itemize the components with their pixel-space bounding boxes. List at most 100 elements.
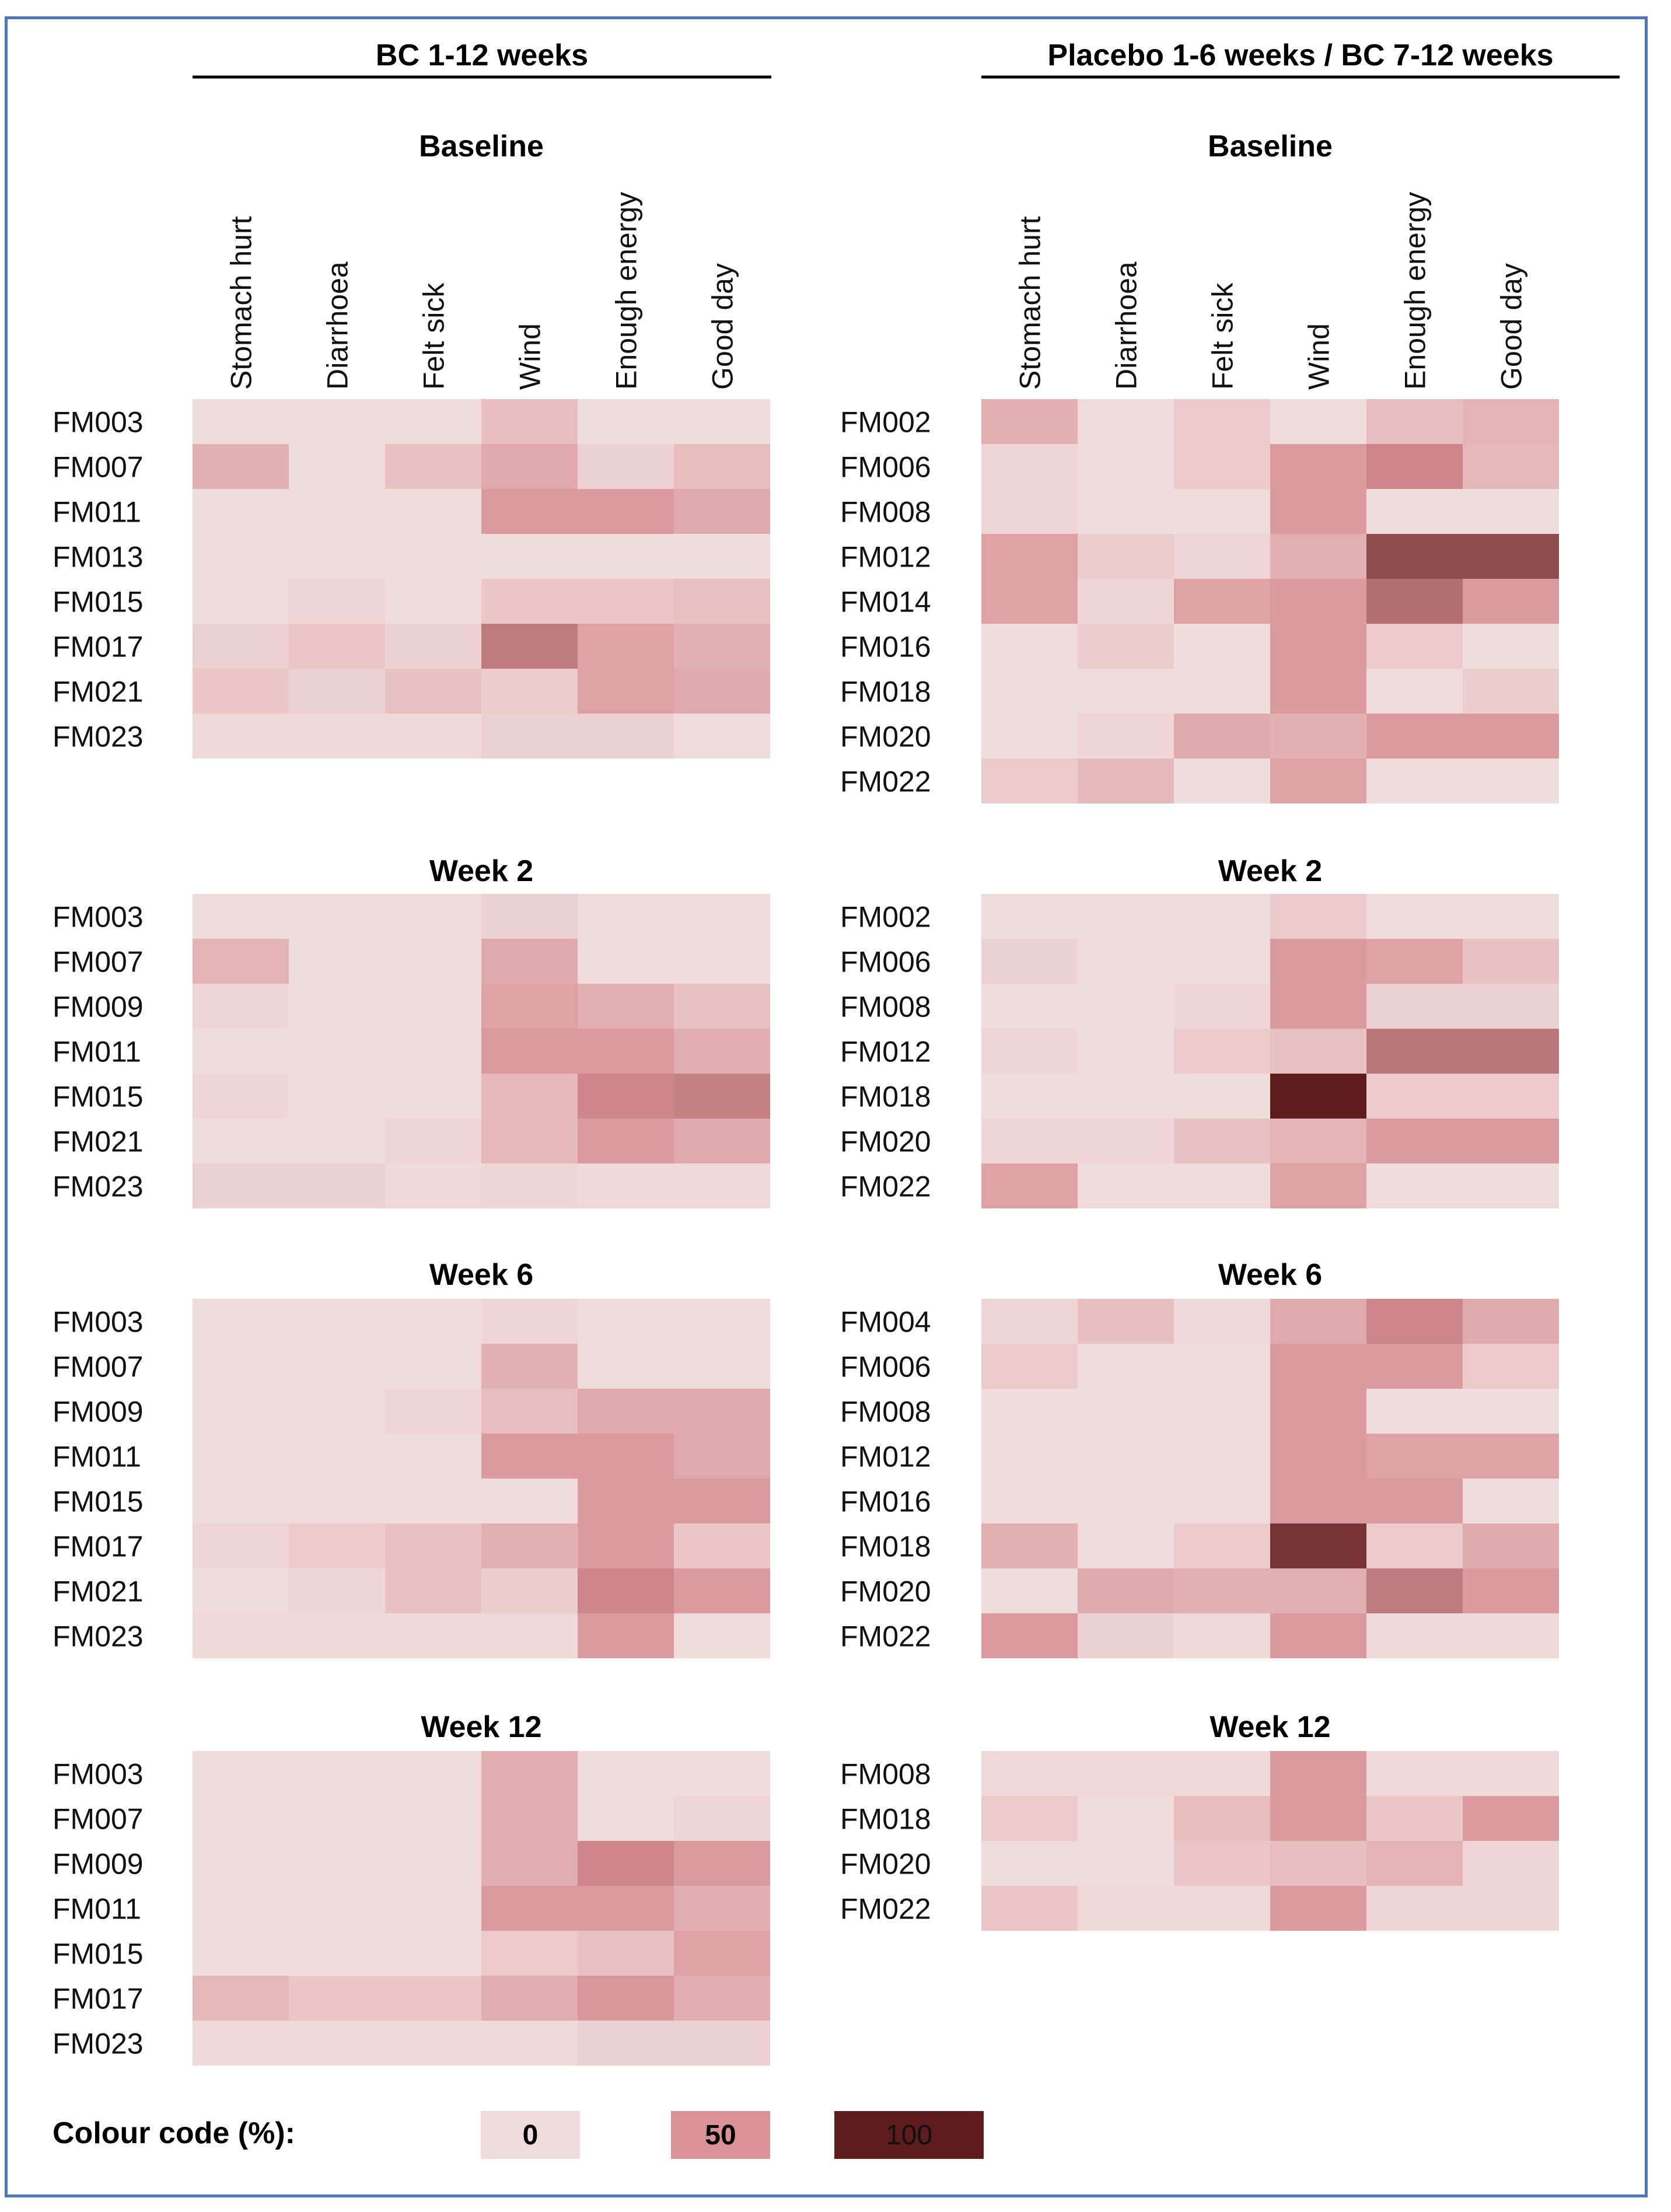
heatmap-cell-g2-p2-fm012-c1 [981,1029,1078,1074]
heatmap-cell-g1-p1-fm007-c3 [385,444,481,489]
heatmap-cell-g1-p4-fm015-c2 [289,1931,385,1976]
heatmap-cell-g2-p1-fm022-c3 [1174,759,1270,803]
heatmap-cell-g2-p2-fm020-c5 [1366,1119,1463,1163]
heatmap-cell-g2-p1-fm002-c6 [1463,399,1559,444]
heatmap-cell-g2-p2-fm008-c3 [1174,984,1270,1029]
row-label-fm018-p4-g2: FM018 [840,1803,931,1836]
heatmap-cell-g2-p4-fm018-c3 [1174,1796,1270,1841]
heatmap-cell-g2-p2-fm008-c4 [1270,984,1366,1029]
row-label-fm006-p1-g2: FM006 [840,451,931,484]
row-label-fm009-p2-g1: FM009 [53,991,144,1023]
heatmap-cell-g1-p3-fm023-c3 [385,1613,481,1658]
heatmap-cell-g1-p3-fm009-c2 [289,1389,385,1434]
heatmap-cell-g2-p1-fm018-c3 [1174,669,1270,714]
heatmap-cell-g1-p1-fm023-c6 [674,714,770,759]
heatmap-cell-g2-p4-fm018-c6 [1463,1796,1559,1841]
heatmap-cell-g1-p1-fm013-c4 [481,534,578,579]
heatmap-cell-g1-p2-fm007-c1 [193,939,289,984]
heatmap-cell-g2-p4-fm018-c2 [1078,1796,1174,1841]
heatmap-cell-g1-p3-fm015-c5 [578,1479,674,1523]
heatmap-cell-g2-p1-fm020-c5 [1366,714,1463,759]
column-header-stomach-hurt-g1: Stomach hurt [225,216,258,390]
row-label-fm022-p2-g2: FM022 [840,1170,931,1203]
heatmap-cell-g2-p2-fm006-c2 [1078,939,1174,984]
heatmap-cell-g1-p1-fm007-c6 [674,444,770,489]
heatmap-cell-g1-p1-fm007-c2 [289,444,385,489]
column-header-wind-g2: Wind [1303,323,1336,390]
row-label-fm007-p1-g1: FM007 [53,451,144,484]
heatmap-cell-g1-p2-fm009-c4 [481,984,578,1029]
row-label-fm003-p4-g1: FM003 [53,1758,144,1791]
heatmap-cell-g1-p3-fm021-c2 [289,1568,385,1613]
heatmap-cell-g2-p2-fm012-c5 [1366,1029,1463,1074]
heatmap-cell-g2-p1-fm008-c2 [1078,489,1174,534]
heatmap-cell-g1-p1-fm017-c6 [674,624,770,669]
heatmap-cell-g1-p3-fm015-c2 [289,1479,385,1523]
heatmap-cell-g1-p2-fm003-c4 [481,894,578,939]
row-label-fm023-p3-g1: FM023 [53,1620,144,1653]
heatmap-cell-g2-p1-fm020-c2 [1078,714,1174,759]
heatmap-cell-g2-p1-fm022-c1 [981,759,1078,803]
column-header-felt-sick-g1: Felt sick [418,282,450,390]
heatmap-cell-g1-p3-fm007-c5 [578,1344,674,1389]
heatmap-cell-g1-p4-fm003-c4 [481,1751,578,1796]
column-header-wind-g1: Wind [514,323,547,390]
heatmap-cell-g1-p1-fm017-c3 [385,624,481,669]
heatmap-cell-g2-p4-fm018-c1 [981,1796,1078,1841]
heatmap-cell-g1-p4-fm009-c6 [674,1841,770,1886]
heatmap-cell-g2-p3-fm006-c2 [1078,1344,1174,1389]
heatmap-cell-g2-p3-fm022-c6 [1463,1613,1559,1658]
heatmap-cell-g2-p2-fm020-c3 [1174,1119,1270,1163]
heatmap-cell-g2-p3-fm004-c2 [1078,1299,1174,1344]
row-label-fm009-p4-g1: FM009 [53,1848,144,1881]
column-header-enough-energy-g2: Enough energy [1399,192,1432,390]
heatmap-cell-g2-p3-fm006-c1 [981,1344,1078,1389]
heatmap-cell-g2-p2-fm018-c2 [1078,1074,1174,1119]
heatmap-cell-g2-p1-fm002-c4 [1270,399,1366,444]
heatmap-cell-g1-p2-fm009-c5 [578,984,674,1029]
heatmap-cell-g1-p2-fm011-c3 [385,1029,481,1074]
heatmap-cell-g2-p1-fm022-c5 [1366,759,1463,803]
row-label-fm003-p2-g1: FM003 [53,901,144,934]
heatmap-cell-g1-p1-fm003-c3 [385,399,481,444]
heatmap-cell-g2-p4-fm008-c1 [981,1751,1078,1796]
heatmap-cell-g1-p3-fm003-c2 [289,1299,385,1344]
heatmap-cell-g2-p2-fm018-c1 [981,1074,1078,1119]
heatmap-cell-g2-p2-fm008-c1 [981,984,1078,1029]
heatmap-cell-g1-p3-fm021-c3 [385,1568,481,1613]
heatmap-cell-g1-p4-fm011-c4 [481,1886,578,1931]
heatmap-cell-g1-p3-fm017-c1 [193,1523,289,1568]
row-label-fm003-p3-g1: FM003 [53,1306,144,1339]
heatmap-cell-g2-p3-fm004-c4 [1270,1299,1366,1344]
heatmap-cell-g1-p3-fm015-c3 [385,1479,481,1523]
row-label-fm012-p3-g2: FM012 [840,1441,931,1473]
heatmap-cell-g1-p2-fm023-c1 [193,1163,289,1208]
heatmap-cell-g2-p3-fm008-c2 [1078,1389,1174,1434]
heatmap-cell-g2-p4-fm008-c2 [1078,1751,1174,1796]
heatmap-cell-g2-p4-fm022-c3 [1174,1886,1270,1931]
heatmap-cell-g2-p1-fm020-c3 [1174,714,1270,759]
heatmap-cell-g2-p3-fm004-c3 [1174,1299,1270,1344]
heatmap-cell-g1-p3-fm017-c3 [385,1523,481,1568]
heatmap-cell-g1-p2-fm011-c2 [289,1029,385,1074]
row-label-fm007-p4-g1: FM007 [53,1803,144,1836]
heatmap-cell-g2-p3-fm022-c3 [1174,1613,1270,1658]
figure-frame [5,16,1648,2197]
heatmap-cell-g1-p4-fm009-c4 [481,1841,578,1886]
heatmap-cell-g1-p4-fm009-c3 [385,1841,481,1886]
heatmap-cell-g1-p1-fm023-c2 [289,714,385,759]
column-header-enough-energy-g1: Enough energy [610,192,643,390]
heatmap-cell-g1-p3-fm003-c5 [578,1299,674,1344]
heatmap-cell-g2-p1-fm016-c4 [1270,624,1366,669]
heatmap-cell-g1-p2-fm023-c2 [289,1163,385,1208]
heatmap-cell-g1-p4-fm017-c5 [578,1976,674,2021]
colour-code-swatch-0 [481,2111,580,2159]
panel-title-baseline-g1: Baseline [419,130,544,163]
heatmap-cell-g1-p4-fm017-c1 [193,1976,289,2021]
heatmap-cell-g2-p3-fm006-c4 [1270,1344,1366,1389]
heatmap-cell-g2-p1-fm006-c1 [981,444,1078,489]
heatmap-cell-g2-p1-fm012-c2 [1078,534,1174,579]
heatmap-cell-g2-p2-fm022-c1 [981,1163,1078,1208]
heatmap-cell-g1-p2-fm003-c5 [578,894,674,939]
heatmap-cell-g1-p4-fm007-c4 [481,1796,578,1841]
